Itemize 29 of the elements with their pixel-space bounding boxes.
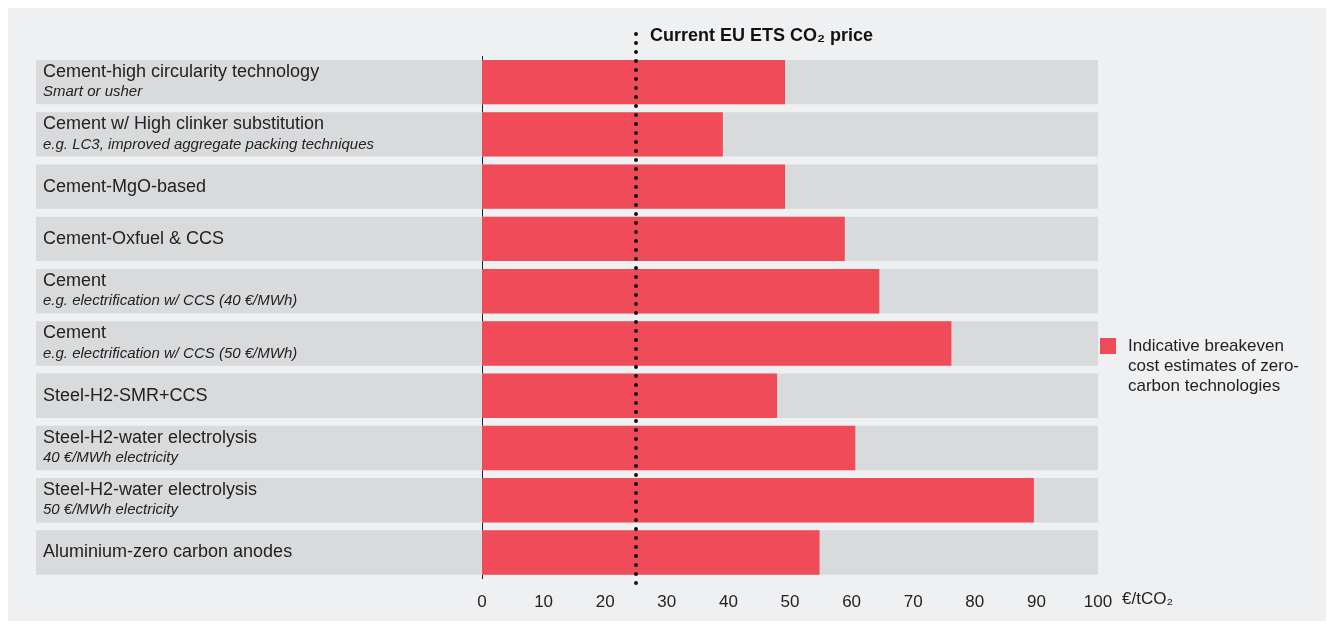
x-tick-label: 90 [1026,592,1046,612]
y-tick-label: Cement w/ High clinker substitution e.g. LC3, improved aggregate packing techniques [43,113,375,152]
ref-line-label: Current EU ETS CO₂ price [650,24,874,45]
y-tick-label: Cement-MgO-based [43,175,207,196]
x-tick-label: 0 [477,592,487,612]
x-tick-label: 70 [903,592,923,612]
y-tick-label: Cement-high circularity technology Smart or usher [43,61,320,100]
x-tick-label: 30 [657,592,677,612]
bar [482,59,786,105]
y-tick-label: Steel-H2-SMR+CCS [43,384,208,405]
x-tick-label: 100 [1083,592,1113,612]
y-tick-label: Steel-H2-water electrolysis 40 €/MWh electricity [43,426,258,466]
x-tick-label: 60 [842,592,862,612]
bar [482,164,786,209]
x-tick-label: 40 [718,592,738,612]
y-tick-label: Cement-Oxfuel & CCS [43,227,225,248]
y-tick-label: Steel-H2-water electrolysis 50 €/MWh electricity [43,479,258,518]
bar [482,530,820,575]
bar [482,112,723,157]
bar [482,373,778,418]
x-tick-label: 20 [595,592,615,612]
y-tick-label: Aluminium-zero carbon anodes [43,541,293,562]
x-tick-label: 50 [780,592,800,612]
x-tick-label: 80 [965,592,985,612]
legend-label: Indicative breakeven cost estimates of zero-carbon technologies [1128,336,1300,396]
y-tick-label: Cement e.g. electrification w/ CCS (50 €/MWh) [43,322,298,361]
x-tick-label: 10 [534,592,554,612]
y-tick-label: Cement e.g. electrification w/ CCS (40 €/MWh) [43,270,298,309]
x-axis-title: €/tCO₂ [1122,589,1173,609]
